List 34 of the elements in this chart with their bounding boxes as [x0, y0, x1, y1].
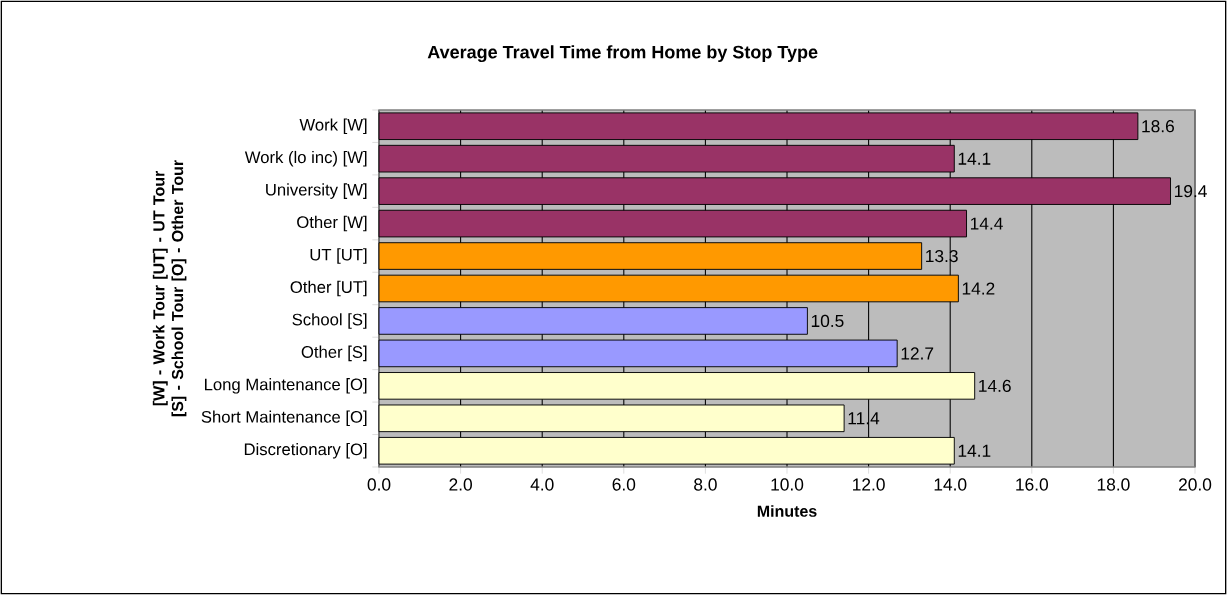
- y-tick-label: University [W]: [266, 183, 367, 199]
- y-tick-label: Work (lo inc) [W]: [244, 150, 367, 167]
- data-label: 18.6: [1142, 120, 1174, 133]
- x-tick-label: 16.0: [1016, 478, 1048, 491]
- data-label: 10.5: [811, 314, 844, 328]
- x-tick-label: 4.0: [530, 478, 554, 491]
- x-tick-label: 10.0: [771, 478, 804, 491]
- y-tick-label: Other [W]: [297, 215, 367, 232]
- y-axis-title: [W] - Work Tour [UT] - UT Tour [S] - School Tour [O] - Other Tour: [152, 160, 187, 417]
- x-tick-label: 0.0: [367, 478, 391, 491]
- x-tick-label: 18.0: [1097, 478, 1130, 491]
- data-label: 19.4: [1174, 184, 1207, 198]
- y-tick-label: Other [UT]: [290, 280, 367, 297]
- data-label: 14.1: [958, 152, 991, 165]
- y-tick-label: Long Maintenance [O]: [204, 378, 367, 394]
- y-tick-label: Work [W]: [299, 118, 367, 134]
- data-label: 14.6: [979, 379, 1011, 392]
- y-tick-label: Discretionary [O]: [244, 442, 367, 459]
- y-tick-label: Other [S]: [301, 345, 367, 362]
- x-tick-label: 2.0: [449, 478, 472, 491]
- y-tick-label: UT [UT]: [310, 248, 367, 264]
- data-label: 14.1: [958, 444, 991, 457]
- y-tick-label: School [S]: [292, 313, 367, 329]
- x-axis-title: Minutes: [757, 505, 817, 517]
- data-label: 14.4: [970, 217, 1003, 230]
- data-label: 14.2: [962, 282, 995, 295]
- y-tick-label: Short Maintenance [O]: [201, 410, 367, 427]
- x-tick-label: 6.0: [612, 478, 636, 491]
- data-label: 12.7: [901, 347, 934, 360]
- x-tick-label: 8.0: [694, 478, 717, 491]
- x-tick-label: 14.0: [934, 478, 967, 491]
- x-tick-label: 12.0: [853, 478, 885, 491]
- x-tick-label: 20.0: [1179, 478, 1212, 491]
- chart-title: Average Travel Time from Home by Stop Type: [427, 45, 818, 63]
